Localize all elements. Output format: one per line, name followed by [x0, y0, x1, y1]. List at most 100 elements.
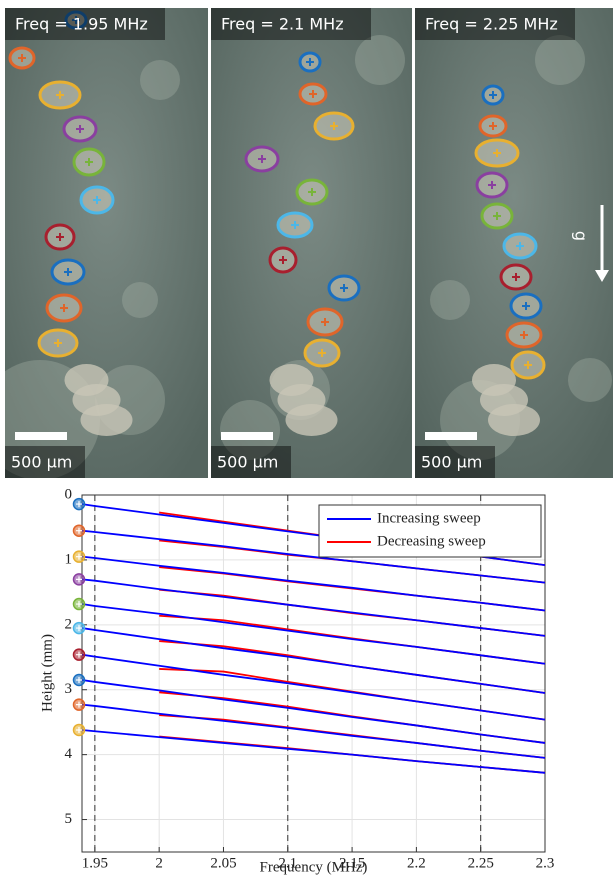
y-tick-label: 1: [65, 551, 73, 567]
frequency-label: Freq = 1.95 MHz: [15, 15, 148, 34]
trajectory-line: [81, 703, 546, 759]
particle-center: [520, 331, 528, 339]
particle-marker-cross: [76, 527, 82, 534]
particle-center: [321, 318, 329, 326]
x-tick-label: 2.05: [210, 855, 236, 871]
bubble: [355, 35, 405, 85]
trajectory-line: [81, 603, 546, 665]
y-tick-label: 4: [65, 746, 73, 762]
particle-center: [76, 125, 84, 133]
particle-center: [18, 54, 26, 62]
photo: Freq = 2.25 MHz 500 µm: [415, 8, 613, 478]
particle-center: [493, 149, 501, 157]
particle-center: [279, 256, 287, 264]
photo-panel: Freq = 2.1 MHz 500 µm: [211, 8, 412, 478]
x-tick-label: 2.15: [339, 855, 365, 871]
particle-center: [524, 361, 532, 369]
trajectory-line: [81, 729, 546, 774]
scale-bar: [425, 432, 477, 440]
label-box: [211, 8, 371, 40]
bubble: [430, 280, 470, 320]
particle-marker-cross: [76, 726, 82, 733]
particle-center: [489, 122, 497, 130]
trajectory-line: [81, 679, 546, 744]
particle-center: [489, 91, 497, 99]
bubble: [220, 400, 280, 460]
photo-panel: Freq = 1.95 MHz 500 µm: [5, 8, 208, 478]
particle-cluster: [80, 404, 133, 436]
trajectory-line: [81, 529, 546, 584]
particle-center: [93, 196, 101, 204]
y-tick-label: 0: [65, 486, 73, 502]
photo-panel: Freq = 2.25 MHz 500 µm: [415, 8, 613, 478]
x-tick-label: 1.95: [82, 855, 108, 871]
x-tick-label: 2: [155, 855, 163, 871]
particle-center: [54, 339, 62, 347]
particle-center: [512, 273, 520, 281]
particle-center: [60, 304, 68, 312]
trajectory-line: [81, 653, 546, 721]
photo: Freq = 2.1 MHz 500 µm: [211, 8, 412, 478]
particle-center: [340, 284, 348, 292]
particle-center: [493, 212, 501, 220]
legend-label: Increasing sweep: [377, 510, 481, 526]
scale-bar: [221, 432, 273, 440]
x-axis-label: Frequency (MHz): [260, 859, 368, 875]
scale-bar: [15, 432, 67, 440]
label-box: [5, 8, 165, 40]
bubble: [535, 35, 585, 85]
particle-center: [522, 302, 530, 310]
particle-center: [306, 58, 314, 66]
particle-center: [56, 233, 64, 241]
scale-label: 500 µm: [421, 453, 482, 472]
particle-center: [330, 122, 338, 130]
y-tick-label: 3: [65, 681, 73, 697]
bubble: [122, 282, 158, 318]
legend-box: [318, 504, 542, 558]
bubble: [568, 358, 612, 402]
photo-panels: Freq = 1.95 MHz 500 µm Freq = 2.1 MHz 500 µ…: [5, 8, 613, 478]
particle-marker-cross: [76, 701, 82, 708]
y-tick-label: 2: [65, 616, 73, 632]
particle-marker-cross: [76, 676, 82, 683]
particle-center: [309, 90, 317, 98]
particle-cluster: [488, 404, 540, 436]
particle-center: [258, 155, 266, 163]
bubble: [140, 60, 180, 100]
particle-center: [516, 242, 524, 250]
particle-marker-cross: [76, 651, 82, 658]
particle-center: [64, 268, 72, 276]
x-tick-label: 2.3: [536, 855, 555, 871]
scale-box: [415, 446, 495, 478]
particle-marker-cross: [76, 625, 82, 632]
x-tick-label: 2.2: [407, 855, 426, 871]
particle-center: [308, 188, 316, 196]
particle-center: [488, 181, 496, 189]
scale-label: 500 µm: [11, 453, 72, 472]
particle-marker-cross: [76, 576, 82, 583]
plot-frame: [81, 494, 546, 853]
chart: 0 1 2 3 4 5 1.95 2 2.05 2.1 2.15 2.2 2.25 2.3 Increasi…: [39, 486, 554, 875]
trajectory-line: [81, 578, 546, 637]
particle-marker-cross: [76, 501, 82, 508]
particle-center: [291, 221, 299, 229]
trajectory-line: [81, 627, 546, 694]
x-tick-label: 2.25: [468, 855, 494, 871]
y-tick-label: 5: [65, 811, 73, 827]
scale-box: [5, 446, 85, 478]
particle-center: [85, 158, 93, 166]
trajectory-line: [81, 555, 546, 612]
gravity-label: g: [572, 231, 591, 241]
photo: Freq = 1.95 MHz 500 µm: [5, 8, 208, 478]
label-box: [415, 8, 575, 40]
gravity-arrowhead: [595, 270, 609, 282]
frequency-label: Freq = 2.1 MHz: [221, 15, 344, 34]
particle-center: [72, 16, 80, 24]
particle-cluster: [285, 404, 338, 436]
particle-marker-cross: [76, 553, 82, 560]
legend-label: Decreasing sweep: [377, 533, 486, 549]
particle-center: [56, 91, 64, 99]
y-axis-label: Height (mm): [39, 634, 55, 712]
